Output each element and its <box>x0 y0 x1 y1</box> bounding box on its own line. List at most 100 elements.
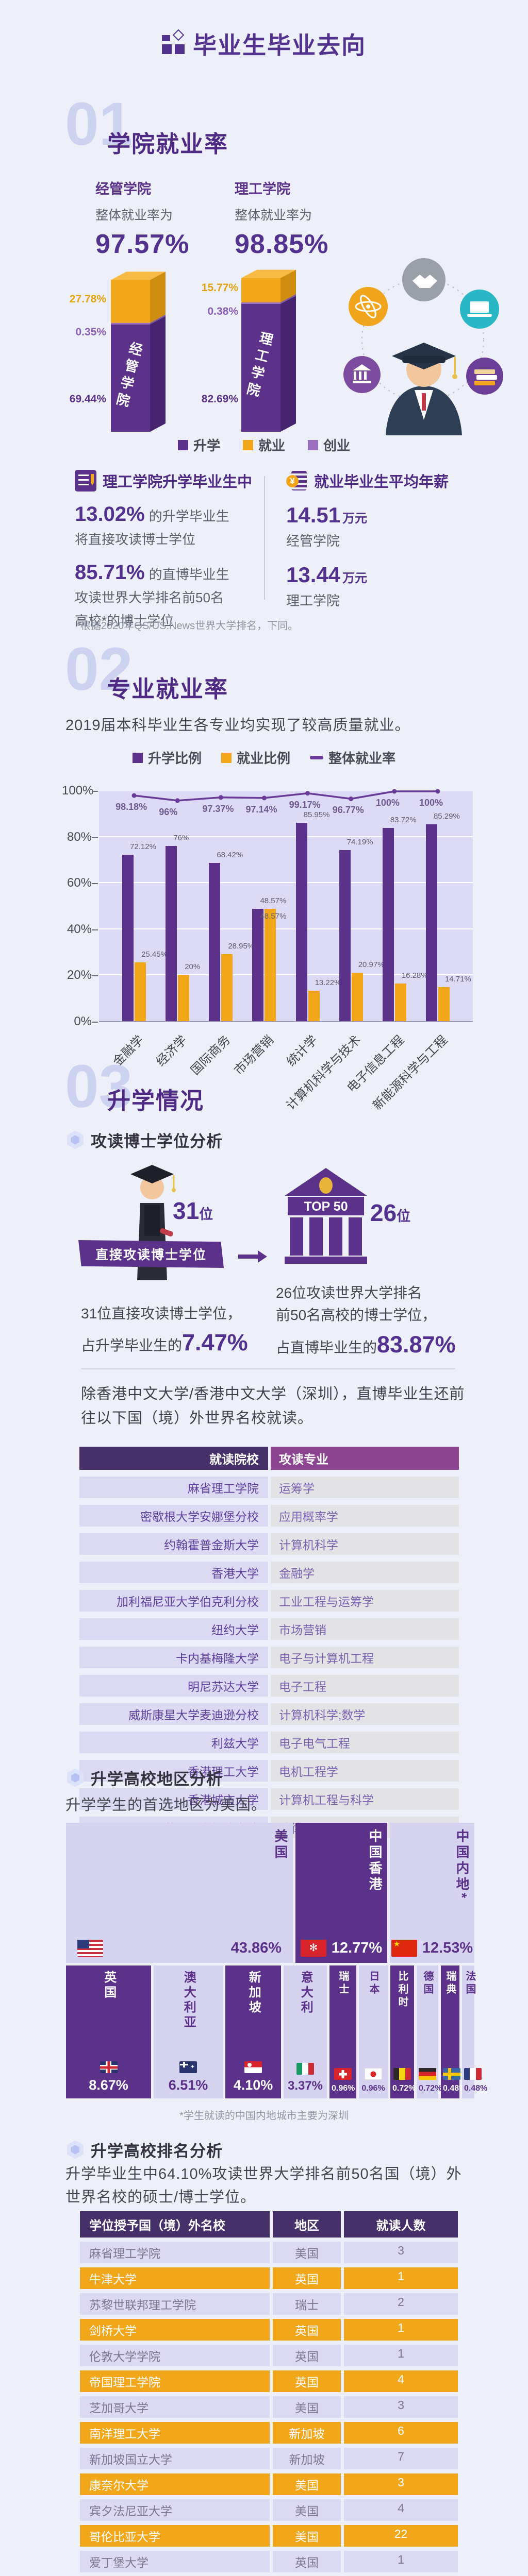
hexagon-bullet-icon <box>67 1130 84 1149</box>
stat-text: 的升学毕业生 <box>148 509 229 524</box>
flag-gb-icon <box>100 2061 118 2073</box>
table-row: 密歇根大学安娜堡分校 应用概率学 <box>79 1505 459 1527</box>
college-name: 理工学院 <box>235 181 290 197</box>
plot-area: 72.12% 25.45% 98.18% 76% 20% 96% 68.42% 28.95% 9… <box>99 789 473 1022</box>
stat-text: 的直博毕业生 <box>148 566 229 582</box>
section-02-desc: 2019届本科毕业生各专业均实现了较高质量就业。 <box>65 717 410 734</box>
count-unit: 位 <box>397 1209 411 1224</box>
subhead-title: 升学高校地区分析 <box>91 1770 223 1788</box>
table-row: 新加坡国立大学 新加坡 7 <box>80 2448 458 2469</box>
table-row: 纽约大学 市场营销 <box>79 1618 459 1640</box>
table-header: 学位授予国（境）外名校 地区 就读人数 <box>80 2211 458 2238</box>
books-icon <box>466 358 503 395</box>
flag-sg-icon <box>244 2061 262 2073</box>
bar-employment-ratio <box>221 954 233 1021</box>
bank-icon <box>343 356 381 393</box>
footnote-mainland: *学生就读的中国内地城市主要为深圳 <box>179 2110 349 2122</box>
college-overview: 经管学院 整体就业率为 97.57% 理工学院 整体就业率为 98.85% <box>95 178 374 260</box>
legend-label: 就业 <box>258 438 285 453</box>
bar-further-ratio <box>209 863 221 1021</box>
bar-employment-ratio <box>308 990 320 1021</box>
y-axis-tick-label: 80% <box>67 829 92 844</box>
flag-au-icon <box>179 2061 197 2073</box>
college-name: 经管学院 <box>95 181 151 197</box>
phd-right-text: 26位攻读世界大学排名 前50名高校的博士学位， 占直博毕业生的83.87% <box>276 1282 467 1363</box>
atom-icon <box>349 287 388 326</box>
page-header: 毕业生毕业去向 <box>0 27 528 61</box>
legend-swatch-icon <box>221 752 232 763</box>
bar-further-ratio <box>252 909 264 1021</box>
table-row: 康奈尔大学 美国 3 <box>80 2473 458 2495</box>
laptop-icon <box>460 290 499 329</box>
legend-label: 升学比例 <box>147 751 202 766</box>
bar-employment-ratio <box>351 973 363 1021</box>
count-number: 31 <box>173 1197 200 1224</box>
college-overall-label: 整体就业率为 <box>235 208 312 223</box>
bar-further-ratio <box>122 854 134 1021</box>
segment-percent-label: 0.35% <box>75 326 106 338</box>
vertical-divider <box>264 476 265 600</box>
phd-text-line: 占直博毕业生的 <box>276 1339 377 1355</box>
stat-value: 85.71% <box>75 561 145 584</box>
table-row: 苏黎世联邦理工学院 瑞士 2 <box>80 2293 458 2315</box>
handshake-icon <box>402 258 446 301</box>
legend-label: 升学 <box>193 438 220 453</box>
treemap-cell-se: 瑞典 0.48% <box>441 1965 466 2098</box>
stat-value: 13.02% <box>75 503 145 526</box>
treemap-cell-it: 意大利 3.37% <box>284 1965 327 2098</box>
legend-item: 创业 <box>308 435 350 454</box>
table-row: 哥伦比亚大学 美国 22 <box>80 2525 458 2547</box>
segment-percent-label: 0.38% <box>207 305 238 317</box>
table-row: 卡内基梅隆大学 电子与计算机工程 <box>79 1647 459 1668</box>
flag-fr-icon <box>464 2068 482 2080</box>
flag-it-icon <box>296 2063 314 2075</box>
coins-yuan-icon <box>286 470 308 492</box>
phd-paragraph: 除香港中文大学/香港中文大学（深圳），直博毕业生还前往以下国（境）外世界名校就读… <box>81 1386 465 1427</box>
legend-swatch-icon <box>177 439 188 450</box>
flag-ch-icon <box>334 2068 352 2080</box>
phd-big-value: 83.87% <box>377 1331 456 1358</box>
phd-text-line: 26位攻读世界大学排名 <box>276 1285 422 1301</box>
bar-further-ratio <box>425 824 437 1021</box>
stat-card-further-study: 理工学院升学毕业生中 13.02% 的升学毕业生 将直接攻读博士学位 85.71%… <box>75 470 260 631</box>
table-row: 麻省理工学院 美国 3 <box>80 2242 458 2263</box>
arrow-right-icon <box>238 1250 267 1263</box>
legend-college-chart: 升学 就业 创业 <box>0 435 528 454</box>
phd-text-line: 占升学毕业生的 <box>81 1337 183 1354</box>
treemap-cell-hk: 中国香港12.77% <box>295 1823 387 1963</box>
salary-value: 13.44 <box>286 562 341 587</box>
subhead-ranking: 升学高校排名分析 <box>67 2138 223 2161</box>
college-bar <box>241 264 311 442</box>
salary-value: 14.51 <box>286 503 341 527</box>
bar-further-ratio <box>339 850 351 1021</box>
stat-text: 攻读世界大学排名前50名 <box>75 589 224 605</box>
phd-text-line: 前50名高校的博士学位， <box>276 1307 437 1324</box>
table-header: 就读院校 攻读专业 <box>79 1447 459 1470</box>
treemap-cell-ch: 瑞士 0.96% <box>329 1965 356 2098</box>
top50-building-icon: TOP 50 <box>285 1168 367 1264</box>
legend-swatch-icon <box>242 439 253 450</box>
ranking-desc: 升学毕业生中64.10%攻读世界大学排名前50名国（境）外世界名校的硕士/博士学… <box>65 2166 462 2206</box>
hexagon-bullet-icon <box>67 1768 84 1787</box>
legend-item: 升学比例 <box>132 748 202 767</box>
phd-ribbon: 直接攻读博士学位 <box>78 1240 224 1268</box>
phd-schools-table: 就读院校 攻读专业 麻省理工学院 运筹学 密歇根大学安娜堡分校 应用概率学 约翰霍普金斯大学… <box>79 1447 459 1838</box>
salary-label: 经管学院 <box>286 533 340 549</box>
section-03-number: 03 <box>65 1053 133 1121</box>
phd-graphics: 直接攻读博士学位 31位 TOP 50 26位 <box>0 1157 528 1283</box>
page-title: 毕业生毕业去向 <box>193 32 366 59</box>
phd-text-line: 31位直接攻读博士学位， <box>81 1306 242 1321</box>
table-row: 帝国理工学院 英国 4 <box>80 2370 458 2392</box>
table-row: 麻省理工学院 运筹学 <box>79 1477 459 1498</box>
region-desc: 升学学生的首选地区为美国。 <box>65 1797 267 1814</box>
flag-us-icon <box>77 1940 103 1957</box>
legend-item: 整体就业率 <box>310 748 395 767</box>
legend-major-chart: 升学比例 就业比例 整体就业率 <box>0 748 528 767</box>
flag-jp-icon <box>365 2068 382 2080</box>
top50-label: TOP 50 <box>304 1199 348 1214</box>
major-employment-chart: 72.12% 25.45% 98.18% 76% 20% 96% 68.42% 28.95% 9… <box>62 782 474 1113</box>
stat-card-title: 理工学院升学毕业生中 <box>103 474 253 490</box>
segment-percent-label: 15.77% <box>201 282 238 294</box>
stat-card-title: 就业毕业生平均年薪 <box>314 474 449 490</box>
legend-swatch-icon <box>308 439 318 450</box>
